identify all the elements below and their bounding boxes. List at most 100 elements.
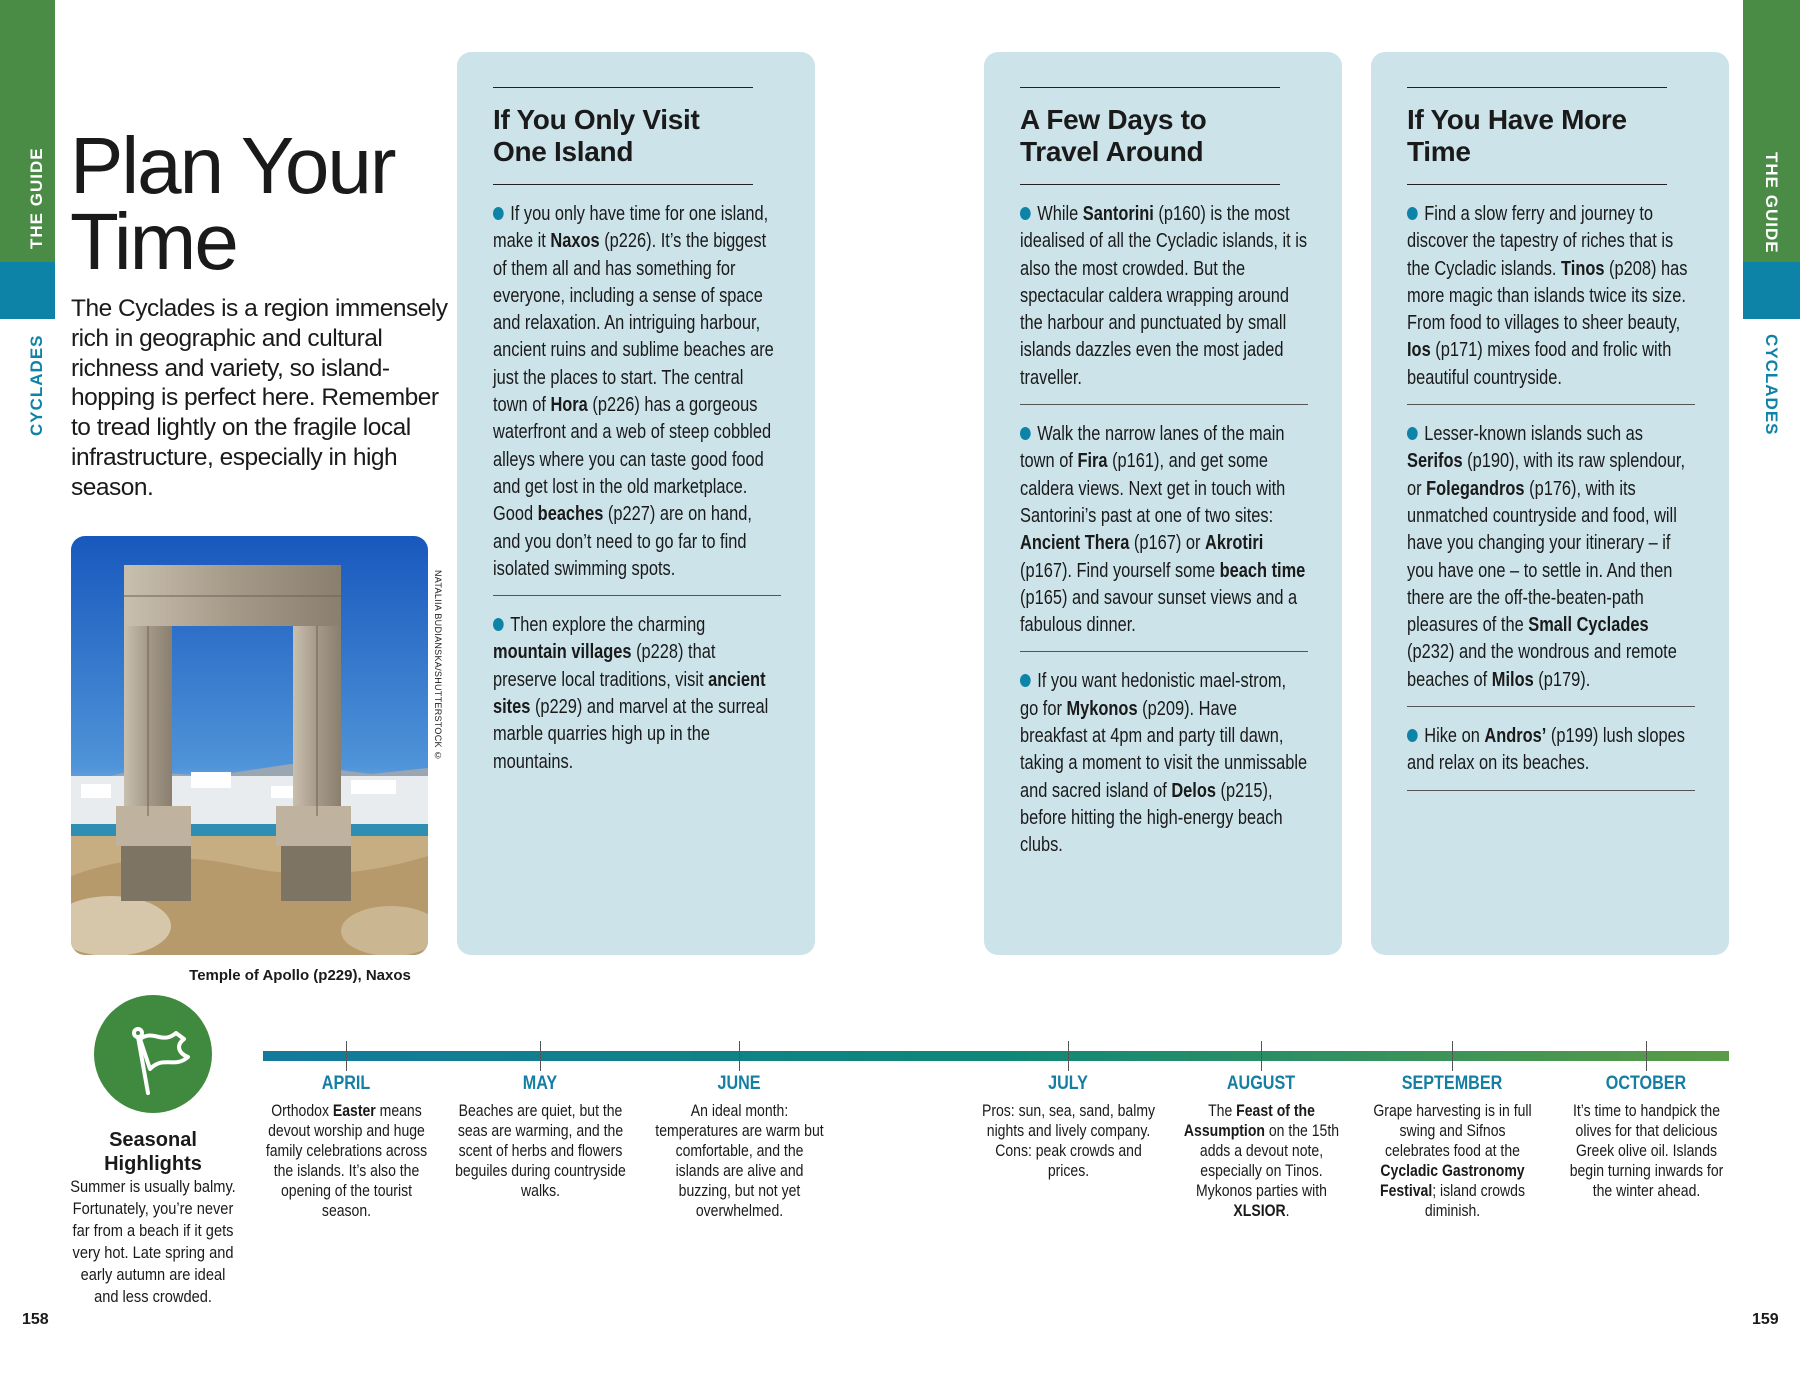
list-item-text: Walk the narrow lanes of the main town o… [1020, 421, 1308, 639]
bullet-icon [1407, 729, 1418, 743]
list-item-text: If you only have time for one island, ma… [493, 201, 781, 583]
bold-term: ancient sites [493, 668, 766, 719]
bold-term: Akrotiri [1205, 532, 1264, 555]
list-item: Find a slow ferry and journey to discove… [1407, 185, 1695, 406]
text-run: Grape harvesting is in full swing and Si… [1373, 1102, 1532, 1160]
text-run: (p171) mixes food and frolic with beauti… [1407, 339, 1672, 389]
text-run: (p160) is the most idealised of all the … [1020, 203, 1308, 389]
box-heading: A Few Days to Travel Around [1020, 87, 1280, 185]
month-description: An ideal month: temperatures are warm bu… [652, 1101, 826, 1221]
bold-term: Easter [332, 1102, 376, 1120]
text-run: (p161), and get some caldera views. Next… [1020, 450, 1286, 527]
list-item: Walk the narrow lanes of the main town o… [1020, 405, 1308, 653]
text-run: (p226) has a gorgeous waterfront and a w… [493, 394, 772, 526]
month-label: OCTOBER [1605, 1073, 1687, 1094]
bold-term: Ios [1407, 339, 1431, 362]
list-item-text: Hike on Andros’ (p199) lush slopes and r… [1407, 723, 1695, 778]
text-run: (p190), with its raw splendour, or [1407, 450, 1686, 500]
text-run: Lesser-known islands such as [1424, 423, 1643, 446]
page-number-right: 159 [1752, 1311, 1779, 1328]
timeline-month-september: SEPTEMBER Grape harvesting is in full swi… [1352, 1072, 1552, 1221]
section-tab-label: THE GUIDE [27, 147, 46, 249]
text-run: ; island crowds diminish. [1424, 1182, 1526, 1220]
box-heading: If You Only Visit One Island [493, 87, 753, 185]
text-run: (p209). Have breakfast at 4pm and party … [1020, 697, 1308, 802]
list-item-text: Find a slow ferry and journey to discove… [1407, 201, 1695, 392]
photo-caption: Temple of Apollo (p229), Naxos [189, 967, 411, 984]
month-label: AUGUST [1226, 1073, 1296, 1094]
bullet-icon [1020, 427, 1031, 441]
list-item: Hike on Andros’ (p199) lush slopes and r… [1407, 707, 1695, 791]
month-label: SEPTEMBER [1401, 1073, 1503, 1094]
bold-term: Serifos [1407, 450, 1463, 473]
text-run: Hike on [1424, 725, 1485, 748]
bold-term: beach time [1219, 559, 1306, 582]
month-description: Pros: sun, sea, sand, balmy nights and l… [981, 1101, 1155, 1181]
bold-term: Naxos [550, 230, 600, 253]
bullet-icon [493, 207, 504, 220]
box-one-island: If You Only Visit One Island If you only … [457, 52, 815, 955]
text-run: (p215), before hitting the high-energy b… [1020, 779, 1283, 857]
text-run: (p167) or [1129, 532, 1206, 555]
text-run: Orthodox [271, 1102, 333, 1120]
list-item: While Santorini (p160) is the most ideal… [1020, 185, 1308, 406]
timeline-tick [1261, 1041, 1262, 1071]
temple-of-apollo-photo [71, 536, 428, 955]
timeline-bar [263, 1051, 1729, 1061]
timeline-tick [739, 1041, 740, 1071]
bold-term: Mykonos [1066, 697, 1138, 720]
section-tab-marker-right [1743, 262, 1800, 319]
month-label: JUNE [717, 1073, 761, 1094]
list-item-text: Then explore the charming mountain villa… [493, 612, 781, 776]
text-run: (p165) and savour sunset views and a fab… [1020, 586, 1298, 637]
box-few-days: A Few Days to Travel Around While Santori… [984, 52, 1342, 955]
seasonal-highlights: Seasonal Highlights Summer is usually ba… [63, 1128, 243, 1307]
text-run: (p208) has more magic than islands twice… [1407, 257, 1688, 335]
text-run: Walk the narrow lanes of the main town o… [1020, 423, 1285, 473]
bold-term: Tinos [1561, 257, 1605, 280]
bullet-icon [1407, 427, 1418, 441]
timeline-month-july: JULY Pros: sun, sea, sand, balmy nights a… [968, 1072, 1168, 1181]
text-run: (p232) and the wondrous and remote beach… [1407, 641, 1677, 691]
list-item-text: While Santorini (p160) is the most ideal… [1020, 201, 1308, 392]
text-run: (p179). [1533, 668, 1591, 691]
list-item: If you only have time for one island, ma… [493, 185, 781, 597]
section-tab-marker [0, 262, 55, 319]
month-label: APRIL [321, 1073, 371, 1094]
text-run: (p167). Find yourself some [1020, 559, 1220, 582]
timeline-tick [1646, 1041, 1647, 1071]
bold-term: Folegandros [1426, 477, 1525, 500]
bold-term: XLSIOR [1233, 1202, 1286, 1220]
text-run: It’s time to handpick the olives for tha… [1569, 1102, 1724, 1200]
page-number-left: 158 [22, 1311, 49, 1328]
text-run: (p199) lush slopes and relax on its beac… [1407, 725, 1685, 775]
timeline-month-june: JUNE An ideal month: temperatures are war… [639, 1072, 839, 1221]
text-run: While [1037, 203, 1083, 225]
text-run: (p229) and marvel at the surreal marble … [493, 696, 769, 773]
timeline-tick [1452, 1041, 1453, 1071]
text-run: (p176), with its unmatched countryside a… [1407, 477, 1677, 637]
section-tab-the-guide[interactable] [0, 0, 55, 262]
text-run: (p227) are on hand, and you don’t need t… [493, 503, 752, 580]
text-run: The [1208, 1102, 1237, 1120]
month-description: Beaches are quiet, but the seas are warm… [453, 1101, 627, 1201]
bold-term: Cycladic Gastronomy Festival [1379, 1162, 1525, 1200]
bold-term: Milos [1491, 668, 1534, 691]
timeline-tick [346, 1041, 347, 1071]
list-item: Then explore the charming mountain villa… [493, 596, 781, 788]
bold-term: Hora [550, 394, 588, 417]
photo-credit: NATALIIA BUDIANSKA/SHUTTERSTOCK © [433, 570, 443, 761]
seasonal-text: Summer is usually balmy. Fortunately, yo… [70, 1177, 236, 1306]
bold-term: Santorini [1082, 203, 1154, 225]
region-tab-label[interactable]: CYCLADES [27, 334, 46, 436]
region-tab-label-right[interactable]: CYCLADES [1762, 334, 1781, 436]
list-item: Lesser-known islands such as Serifos (p1… [1407, 405, 1695, 708]
bullet-icon [493, 618, 504, 632]
section-tab-the-guide-right[interactable] [1743, 0, 1800, 262]
text-run: Then explore the charming [510, 614, 706, 637]
month-description: Grape harvesting is in full swing and Si… [1365, 1101, 1539, 1221]
bullet-icon [1020, 207, 1031, 220]
month-label: JULY [1048, 1073, 1088, 1094]
bold-term: Small Cyclades [1528, 614, 1649, 637]
text-run: Find a slow ferry and journey to discove… [1407, 203, 1674, 280]
